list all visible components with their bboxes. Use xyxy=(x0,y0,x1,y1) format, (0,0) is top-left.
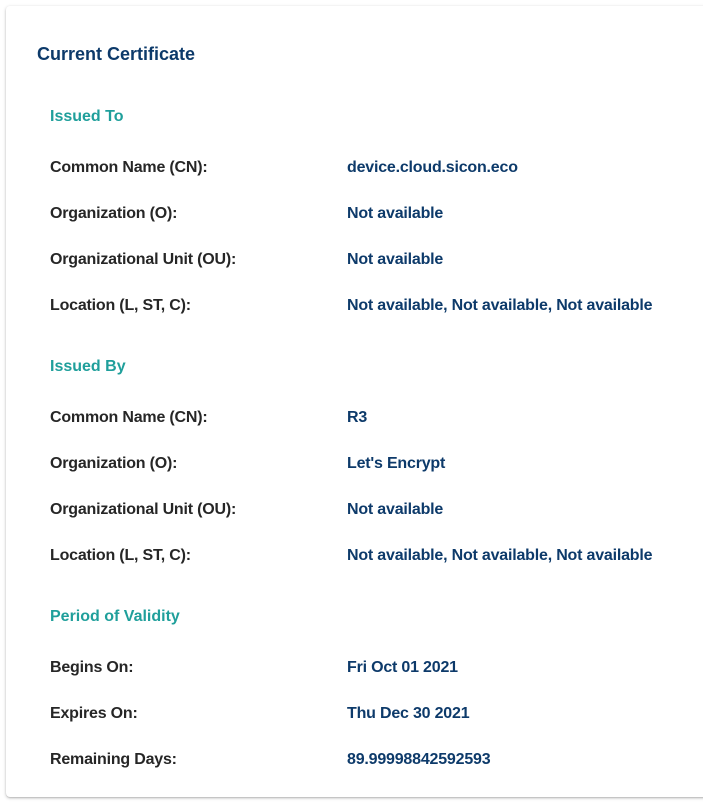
row-value: Not available xyxy=(347,205,444,222)
row-value: device.cloud.sicon.eco xyxy=(347,159,518,176)
row-value: R3 xyxy=(347,409,368,426)
section-heading-issued-to: Issued To xyxy=(50,108,124,125)
row-value: Not available xyxy=(347,251,444,268)
row-value: 89.99998842592593 xyxy=(347,751,491,768)
row-label: Expires On: xyxy=(50,705,138,722)
row-label: Organizational Unit (OU): xyxy=(50,251,237,268)
row-value: Thu Dec 30 2021 xyxy=(347,705,470,722)
section-heading-period-of-validity: Period of Validity xyxy=(50,608,180,625)
card-title: Current Certificate xyxy=(37,44,196,64)
row-value: Let's Encrypt xyxy=(347,455,446,472)
row-value: Not available, Not available, Not availa… xyxy=(347,297,653,314)
row-value: Not available xyxy=(347,501,444,518)
row-label: Begins On: xyxy=(50,659,134,676)
certificate-card xyxy=(6,6,703,797)
row-value: Not available, Not available, Not availa… xyxy=(347,547,653,564)
row-label: Organization (O): xyxy=(50,205,178,222)
row-value: Fri Oct 01 2021 xyxy=(347,659,458,676)
row-label: Location (L, ST, C): xyxy=(50,547,191,564)
row-label: Common Name (CN): xyxy=(50,159,208,176)
row-label: Common Name (CN): xyxy=(50,409,208,426)
row-label: Location (L, ST, C): xyxy=(50,297,191,314)
row-label: Organizational Unit (OU): xyxy=(50,501,237,518)
section-heading-issued-by: Issued By xyxy=(50,358,126,375)
row-label: Remaining Days: xyxy=(50,751,177,768)
row-label: Organization (O): xyxy=(50,455,178,472)
